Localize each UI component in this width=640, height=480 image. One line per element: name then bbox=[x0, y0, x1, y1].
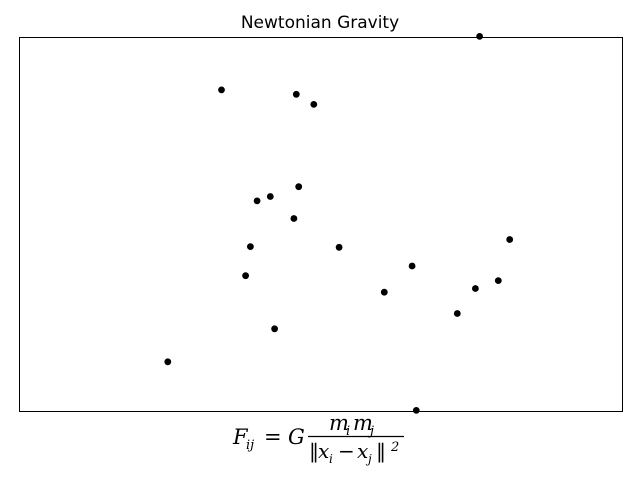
scatter-point-6 bbox=[290, 215, 298, 222]
formula-denominator-close: ‖ bbox=[376, 439, 386, 464]
scatter-point-7 bbox=[247, 243, 254, 251]
formula-denominator-power: 2 bbox=[390, 440, 399, 455]
formula-denominator-x2: x bbox=[357, 439, 368, 463]
formula-numerator-sub2: j bbox=[367, 424, 374, 439]
formula-equals: = bbox=[264, 425, 282, 449]
scatter-point-2 bbox=[310, 101, 318, 108]
formula-denominator-sub2: j bbox=[365, 452, 372, 466]
scatter-point-15 bbox=[453, 310, 461, 317]
scatter-point-4 bbox=[266, 193, 274, 200]
points-layer bbox=[164, 33, 514, 414]
scatter-point-0 bbox=[218, 86, 225, 94]
formula-denominator-x1: x bbox=[318, 439, 329, 463]
formula-lhs-symbol: F bbox=[232, 425, 249, 449]
scatter-point-9 bbox=[506, 236, 514, 243]
scatter-point-17 bbox=[164, 358, 172, 366]
scatter-point-10 bbox=[408, 262, 416, 270]
scatter-point-12 bbox=[494, 277, 502, 284]
scatter-point-19 bbox=[476, 33, 483, 40]
formula-numerator-sub1: i bbox=[346, 424, 350, 439]
formula-constant: G bbox=[288, 425, 305, 449]
plot-frame bbox=[19, 37, 623, 412]
scatter-point-14 bbox=[380, 288, 388, 296]
gravity-formula: F ij = G m i m j ‖ x i − x j ‖ 2 bbox=[232, 411, 404, 466]
scatter-point-16 bbox=[271, 325, 278, 333]
chart-title: Newtonian Gravity bbox=[241, 13, 399, 33]
scatter-point-11 bbox=[242, 272, 250, 280]
scatter-point-1 bbox=[292, 90, 300, 98]
scatter-point-5 bbox=[253, 197, 261, 205]
scatter-point-13 bbox=[472, 285, 479, 292]
formula-lhs-subscript: ij bbox=[246, 438, 254, 453]
formula-numerator-m2: m bbox=[353, 411, 373, 435]
scatter-point-3 bbox=[295, 183, 303, 191]
formula-denominator-sub1: i bbox=[329, 452, 333, 466]
scatter-point-18 bbox=[412, 407, 420, 414]
formula-denominator-open: ‖ bbox=[309, 439, 319, 464]
formula-denominator-minus: − bbox=[338, 439, 355, 463]
scatter-point-8 bbox=[335, 243, 343, 251]
formula-numerator-m1: m bbox=[329, 411, 349, 435]
